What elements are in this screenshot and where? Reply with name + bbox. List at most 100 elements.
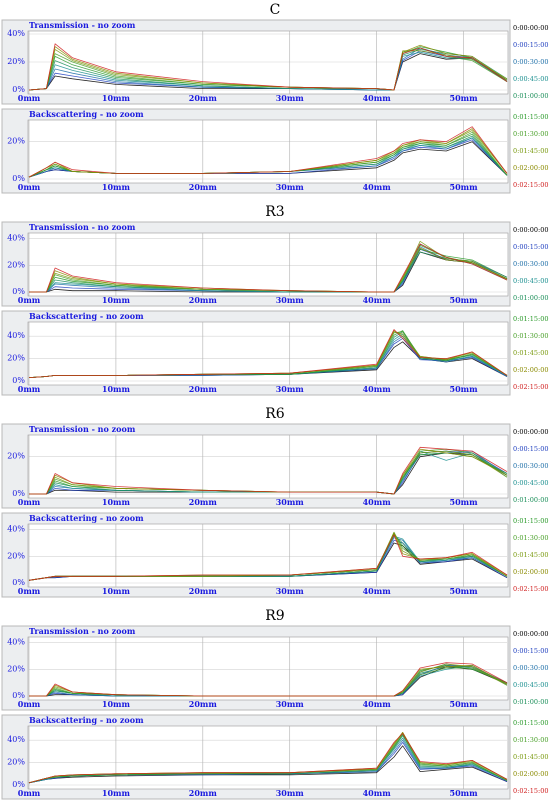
x-tick-label: 30mm [276,295,305,305]
x-tick-label: 0mm [18,788,41,798]
legend-entry: 0:00:15:00 [513,41,549,49]
legend-entry: 0:02:00:00 [513,164,549,172]
legend-entry: 0:00:00:00 [513,428,549,436]
x-tick-label: 50mm [450,182,479,192]
legend-entry: 0:01:00:00 [513,698,549,706]
panel-title: Backscattering - no zoom [29,513,144,523]
legend-entry: 0:01:00:00 [513,92,549,100]
legend-entry: 0:00:45:00 [513,479,549,487]
x-tick-label: 0mm [18,699,41,709]
legend-entry: 0:01:45:00 [513,551,549,559]
x-tick-label: 20mm [189,788,218,798]
legend-entry: 0:00:30:00 [513,664,549,672]
legend-entry: 0:00:15:00 [513,445,549,453]
legend-entry: 0:02:15:00 [513,585,549,593]
x-tick-label: 50mm [450,93,479,103]
y-tick-label: 20% [7,758,25,767]
series-line [29,243,508,293]
series-line [28,329,508,378]
x-tick-label: 20mm [189,497,218,507]
panel-title: Transmission - no zoom [29,222,136,232]
legend-entry: 0:01:00:00 [513,496,549,504]
x-tick-label: 10mm [102,788,131,798]
x-tick-label: 20mm [189,384,218,394]
legend-entry: 0:02:15:00 [513,787,549,795]
legend-entry: 0:00:15:00 [513,647,549,655]
legend-entry: 0:01:15:00 [513,113,549,121]
x-tick-label: 40mm [363,586,392,596]
y-tick-label: 20% [7,137,25,146]
y-tick-label: 20% [7,57,25,66]
x-tick-label: 30mm [276,788,305,798]
series-line [28,51,508,91]
x-tick-label: 30mm [276,586,305,596]
plot-area [27,725,509,790]
plot-area [27,30,509,95]
legend-entry: 0:01:15:00 [513,315,549,323]
x-tick-label: 50mm [450,384,479,394]
x-tick-label: 20mm [189,586,218,596]
legend-entry: 0:02:00:00 [513,770,549,778]
x-tick-label: 0mm [18,586,41,596]
x-tick-label: 10mm [102,182,131,192]
y-tick-label: 0% [12,489,25,498]
x-tick-label: 20mm [189,699,218,709]
legend-entry: 0:00:30:00 [513,462,549,470]
legend-entry: 0:01:30:00 [513,534,549,542]
y-tick-label: 20% [7,664,25,673]
y-tick-label: 20% [7,551,25,560]
x-tick-label: 20mm [189,93,218,103]
y-tick-label: 20% [7,354,25,363]
panel-title: Backscattering - no zoom [29,109,144,119]
series-line [28,126,508,178]
x-tick-label: 30mm [276,497,305,507]
series-line [28,539,508,581]
panel-title: Transmission - no zoom [29,20,136,30]
x-tick-label: 50mm [450,788,479,798]
legend-entry: 0:00:15:00 [513,243,549,251]
legend-entry: 0:00:00:00 [513,24,549,32]
y-tick-label: 40% [7,331,25,340]
group-heading: R9 [265,608,284,624]
y-tick-label: 0% [12,691,25,700]
legend-entry: 0:01:45:00 [513,753,549,761]
legend-entry: 0:01:45:00 [513,147,549,155]
y-tick-label: 0% [12,174,25,183]
x-tick-label: 50mm [450,586,479,596]
plot-area [27,636,509,701]
panel-title: Backscattering - no zoom [29,715,144,725]
x-tick-label: 20mm [189,182,218,192]
legend-entry: 0:02:00:00 [513,366,549,374]
x-tick-label: 30mm [276,182,305,192]
y-tick-label: 0% [12,376,25,385]
x-tick-label: 0mm [18,295,41,305]
legend-entry: 0:00:00:00 [513,630,549,638]
x-tick-label: 10mm [102,93,131,103]
group-heading: R3 [265,204,284,220]
y-tick-label: 40% [7,735,25,744]
group-heading: C [270,2,281,18]
plot-area [27,523,509,588]
y-tick-label: 20% [7,260,25,269]
x-tick-label: 40mm [363,384,392,394]
panel-title: Backscattering - no zoom [29,311,144,321]
x-tick-label: 30mm [276,384,305,394]
legend-entry: 0:02:00:00 [513,568,549,576]
y-tick-label: 40% [7,638,25,647]
x-tick-label: 40mm [363,699,392,709]
x-tick-label: 50mm [450,699,479,709]
x-tick-label: 30mm [276,699,305,709]
legend-entry: 0:00:30:00 [513,58,549,66]
x-tick-label: 40mm [363,295,392,305]
x-tick-label: 50mm [450,497,479,507]
series-line [28,733,508,784]
series-line [28,49,508,91]
legend-entry: 0:00:00:00 [513,226,549,234]
x-tick-label: 20mm [189,295,218,305]
legend-entry: 0:01:30:00 [513,736,549,744]
x-tick-label: 40mm [363,182,392,192]
y-tick-label: 0% [12,578,25,587]
x-tick-label: 50mm [450,295,479,305]
